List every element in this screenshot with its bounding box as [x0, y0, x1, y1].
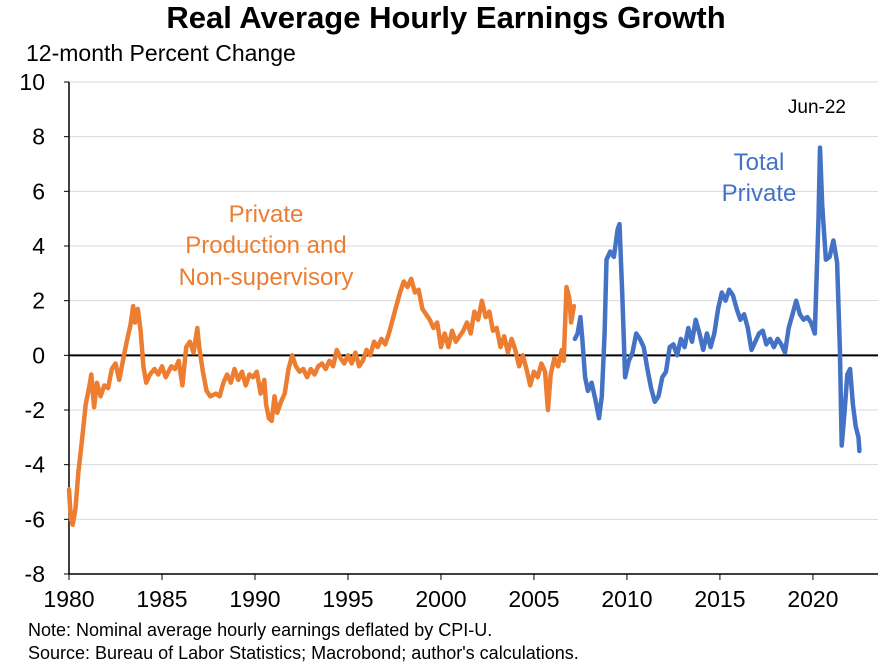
series-line-private-production: [66, 276, 577, 528]
x-tick-label: 1980: [43, 586, 94, 612]
x-tick-label: 2015: [694, 586, 745, 612]
series-line-total-private: [572, 145, 862, 454]
chart-title: Real Average Hourly Earnings Growth: [166, 0, 726, 35]
y-tick-label: -2: [25, 397, 45, 423]
y-tick-label: 2: [32, 288, 45, 314]
y-tick-label: 6: [32, 178, 45, 204]
x-tick-label: 2005: [508, 586, 559, 612]
y-tick-label: 4: [32, 233, 45, 259]
series-label-total-private: Total: [734, 149, 785, 176]
y-tick-label: 8: [32, 124, 45, 150]
x-tick-label: 1985: [136, 586, 187, 612]
x-tick-label: 2020: [787, 586, 838, 612]
x-tick-label: 1990: [229, 586, 280, 612]
chart-source: Source: Bureau of Labor Statistics; Macr…: [28, 643, 579, 663]
chart-subtitle: 12-month Percent Change: [26, 40, 296, 66]
series-label-total-private: Private: [722, 180, 797, 207]
x-tick-label: 1995: [322, 586, 373, 612]
y-tick-label: -8: [25, 561, 45, 587]
y-tick-label: 10: [19, 69, 45, 95]
series-label-private-production: Private: [229, 201, 304, 228]
x-tick-label: 2010: [601, 586, 652, 612]
y-tick-label: 0: [32, 342, 45, 368]
x-tick-label: 2000: [415, 586, 466, 612]
date-annotation: Jun-22: [788, 97, 846, 118]
chart-note: Note: Nominal average hourly earnings de…: [28, 620, 493, 640]
y-tick-label: -6: [25, 506, 45, 532]
series-label-private-production: Non-supervisory: [179, 264, 354, 291]
series-label-private-production: Production and: [185, 232, 346, 259]
y-tick-label: -4: [25, 452, 46, 478]
